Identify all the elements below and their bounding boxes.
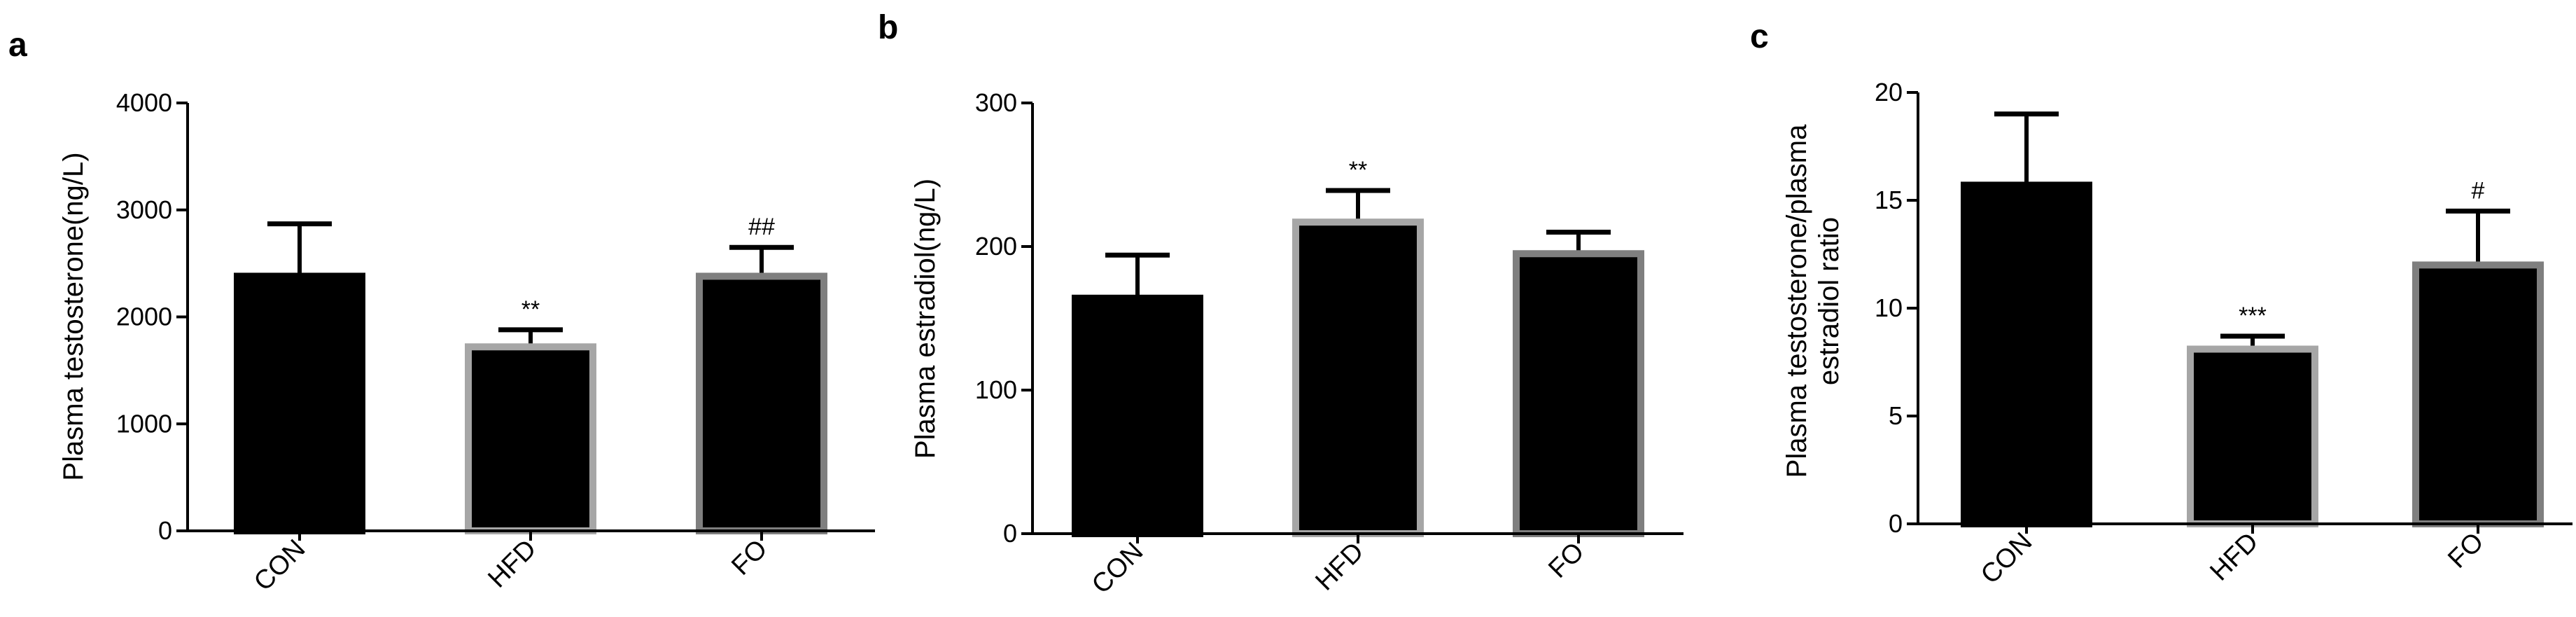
bar-fo: [696, 272, 827, 534]
x-tick-label: CON: [1086, 537, 1149, 599]
x-tick-label: HFD: [1310, 537, 1369, 597]
bar-fo: [1513, 250, 1644, 537]
panel-letter: b: [878, 9, 898, 46]
significance-label: ***: [2239, 303, 2267, 329]
y-axis-label: Plasma testosterone/plasmaestradiol rati…: [1782, 124, 1844, 478]
y-tick-label: 300: [975, 88, 1017, 117]
y-axis-label-line: estradiol ratio: [1814, 217, 1844, 385]
bar-fo: [2412, 261, 2544, 527]
bar-con: [1072, 294, 1203, 537]
y-axis-label-line: Plasma testosterone/plasma: [1782, 124, 1812, 478]
y-axis-label: Plasma estradiol(ng/L): [910, 179, 941, 459]
significance-label: **: [1349, 157, 1367, 183]
y-tick-label: 4000: [116, 88, 172, 117]
panel-letter: c: [1750, 18, 1769, 55]
y-tick-label: 15: [1875, 186, 1903, 214]
panel-letter: a: [8, 27, 27, 64]
chart-panel-a: a Plasma testosterone(ng/L) CON ** HFD ## FO 0 1…: [8, 27, 875, 597]
x-tick-label: HFD: [482, 534, 542, 594]
x-tick-label: CON: [248, 534, 311, 597]
y-axis-label: Plasma testosterone(ng/L): [58, 152, 89, 480]
y-tick-label: 2000: [116, 303, 172, 331]
y-tick-label: 1000: [116, 409, 172, 438]
y-tick-label: 5: [1889, 401, 1903, 430]
chart-panel-b: b Plasma estradiol(ng/L) CON ** HFD FO 0 100 200…: [878, 9, 1684, 599]
bar-hfd: [1292, 219, 1424, 537]
significance-label: **: [522, 296, 540, 323]
x-tick-label: CON: [1975, 527, 2038, 590]
y-tick-label: 200: [975, 232, 1017, 261]
significance-label: #: [2472, 177, 2485, 204]
bar-hfd: [2187, 345, 2318, 527]
y-tick-label: 20: [1875, 78, 1903, 106]
significance-label: ##: [748, 214, 775, 240]
y-tick-label: 0: [1889, 509, 1903, 538]
bar-con: [1961, 181, 2092, 527]
x-tick-label: HFD: [2204, 527, 2264, 587]
bar-con: [234, 272, 365, 534]
y-tick-label: 100: [975, 375, 1017, 404]
y-tick-label: 0: [158, 516, 172, 545]
x-tick-label: FO: [2442, 527, 2489, 574]
chart-panel-c: c Plasma testosterone/plasmaestradiol rat…: [1750, 18, 2572, 590]
x-tick-label: FO: [1543, 537, 1590, 584]
x-tick-label: FO: [726, 534, 773, 581]
y-tick-label: 10: [1875, 293, 1903, 322]
y-tick-label: 3000: [116, 195, 172, 224]
y-tick-label: 0: [1003, 519, 1017, 548]
bar-hfd: [465, 343, 596, 534]
